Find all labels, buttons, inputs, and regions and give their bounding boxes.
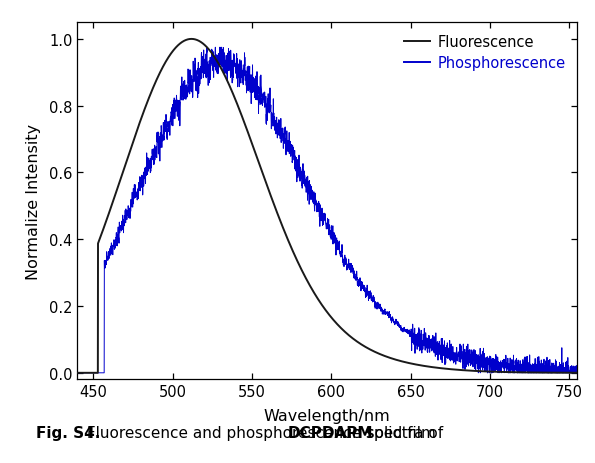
- X-axis label: Wavelength/nm: Wavelength/nm: [264, 408, 391, 423]
- Text: Fig. S4.: Fig. S4.: [36, 425, 100, 440]
- Text: DCPDAPM: DCPDAPM: [287, 425, 373, 440]
- Y-axis label: Normalize Intensity: Normalize Intensity: [26, 124, 40, 279]
- Text: Fluorescence and phosphorescence spectra of: Fluorescence and phosphorescence spectra…: [82, 425, 448, 440]
- Legend: Fluorescence, Phosphorescence: Fluorescence, Phosphorescence: [399, 31, 570, 75]
- Text: in solid film: in solid film: [343, 425, 436, 440]
